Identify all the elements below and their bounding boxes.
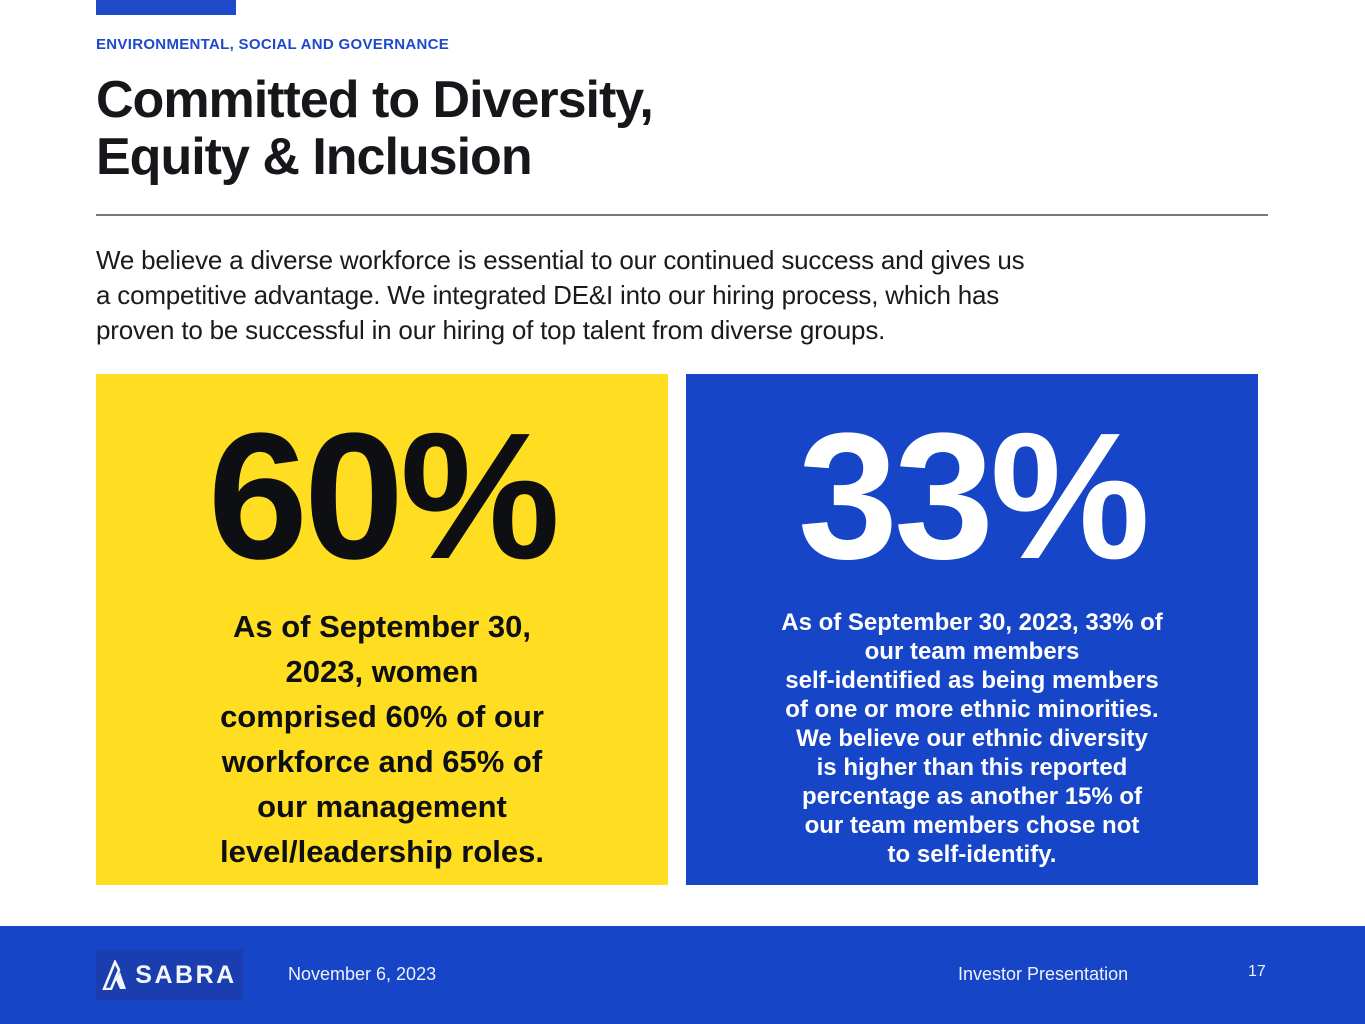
stat-description-line: is higher than this reported bbox=[816, 754, 1128, 781]
stat-description-line: As of September 30, 2023, 33% of bbox=[781, 609, 1163, 636]
stat-description-line: 2023, women bbox=[285, 654, 479, 689]
sabra-logo-text: SABRA bbox=[135, 960, 237, 989]
footer-bar: SABRA November 6, 2023 Investor Presenta… bbox=[0, 926, 1365, 1024]
page-title-line-2: Equity & Inclusion bbox=[96, 128, 533, 186]
stat-value-60-percent: 60% bbox=[207, 396, 560, 597]
stat-description-line: of one or more ethnic minorities. bbox=[785, 696, 1159, 723]
stat-description-line: As of September 30, bbox=[232, 609, 532, 644]
eyebrow-label: ENVIRONMENTAL, SOCIAL AND GOVERNANCE bbox=[96, 36, 450, 53]
stat-description-line: percentage as another 15% of bbox=[801, 783, 1143, 810]
stat-description-line: our management bbox=[257, 789, 507, 824]
page-title-line-1: Committed to Diversity, bbox=[96, 71, 654, 129]
footer-date: November 6, 2023 bbox=[288, 964, 437, 984]
stat-description: As of September 30, 2023, women comprise… bbox=[220, 604, 544, 874]
intro-paragraph: We believe a diverse workforce is essent… bbox=[96, 243, 1025, 348]
stat-description-line: workforce and 65% of bbox=[221, 744, 543, 779]
stat-description-line: our team members bbox=[864, 638, 1080, 665]
sabra-logo-mark-icon bbox=[102, 960, 127, 990]
stat-card-women-workforce: 60% As of September 30, 2023, women comp… bbox=[96, 374, 668, 885]
accent-bar bbox=[96, 0, 236, 15]
stat-description-line: to self-identify. bbox=[887, 841, 1057, 868]
intro-line: proven to be successful in our hiring of… bbox=[96, 315, 886, 345]
footer-page-number: 17 bbox=[1248, 963, 1266, 980]
stat-description-line: level/leadership roles. bbox=[220, 834, 544, 869]
stat-description-line: We believe our ethnic diversity bbox=[796, 725, 1148, 752]
footer-presentation-label: Investor Presentation bbox=[958, 964, 1129, 984]
intro-line: We believe a diverse workforce is essent… bbox=[96, 245, 1025, 275]
stat-description-line: self-identified as being members bbox=[785, 667, 1159, 694]
page-title: Committed to Diversity, Equity & Inclusi… bbox=[96, 71, 654, 186]
stat-description: As of September 30, 2023, 33% of our tea… bbox=[781, 608, 1163, 869]
stat-card-ethnic-minorities: 33% As of September 30, 2023, 33% of our… bbox=[686, 374, 1258, 885]
stat-description-line: our team members chose not bbox=[804, 812, 1140, 839]
sabra-logo: SABRA bbox=[96, 950, 243, 1000]
divider-line bbox=[96, 214, 1268, 216]
stat-description-line: comprised 60% of our bbox=[220, 699, 544, 734]
stat-value-33-percent: 33% bbox=[797, 396, 1150, 597]
intro-line: a competitive advantage. We integrated D… bbox=[96, 280, 1000, 310]
